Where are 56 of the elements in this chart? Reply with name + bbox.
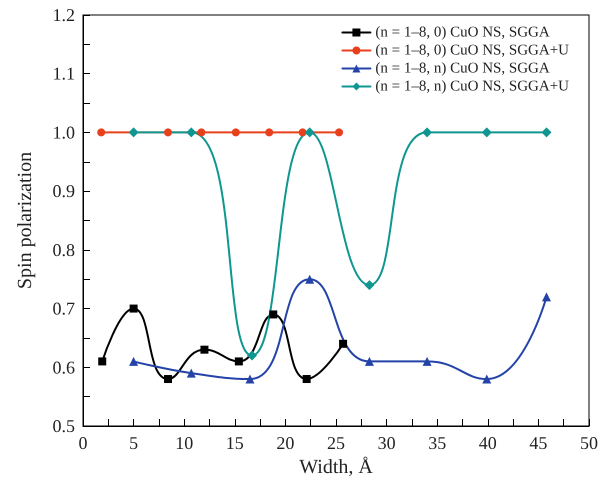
- x-tick-label: 30: [378, 433, 396, 453]
- y-tick-label: 0.6: [52, 357, 75, 378]
- x-tick-label: 15: [226, 433, 244, 453]
- point: [234, 357, 243, 366]
- point: [335, 128, 344, 136]
- y-tick-label: 0.5: [52, 416, 75, 436]
- y-tick-label: 1.0: [52, 122, 75, 142]
- y-axis-title: Spin polarization: [14, 152, 36, 290]
- point: [232, 128, 240, 136]
- point: [304, 127, 315, 138]
- point: [186, 368, 196, 378]
- point: [197, 128, 206, 136]
- point: [269, 310, 278, 318]
- x-tick-label: 0: [78, 433, 88, 453]
- point: [97, 128, 106, 136]
- x-tick-label: 35: [428, 433, 446, 453]
- x-tick-label: 45: [529, 433, 548, 453]
- x-tick-label: 25: [327, 433, 345, 453]
- legend-label: (n = 1–8, n) CuO NS, SGGA: [375, 60, 550, 76]
- point: [129, 356, 138, 366]
- point: [98, 357, 106, 366]
- point: [265, 128, 274, 136]
- y-tick-label: 1.2: [52, 5, 75, 25]
- point: [247, 350, 258, 361]
- y-tick-label: 1.1: [52, 64, 75, 84]
- point: [542, 292, 551, 302]
- point: [364, 280, 374, 290]
- y-tick-label: 0.8: [52, 240, 75, 260]
- point: [422, 127, 432, 138]
- x-tick-label: 5: [129, 433, 138, 453]
- point: [128, 127, 139, 138]
- point: [302, 375, 311, 384]
- y-tick-label: 0.7: [52, 298, 75, 319]
- point: [164, 375, 172, 384]
- point: [482, 127, 492, 138]
- point: [482, 374, 492, 384]
- point: [130, 304, 138, 313]
- point: [186, 127, 196, 138]
- point: [364, 356, 374, 366]
- x-tick-label: 20: [276, 433, 294, 453]
- legend-label: (n = 1–8, n) CuO NS, SGGA+U: [375, 78, 570, 94]
- point: [422, 356, 432, 366]
- legend-label: (n = 1–8, 0) CuO NS, SGGA: [375, 24, 550, 40]
- y-tick-label: 0.9: [52, 181, 75, 202]
- x-tick-label: 10: [175, 433, 194, 453]
- point: [305, 274, 314, 284]
- x-tick-label: 40: [478, 433, 497, 453]
- point: [541, 127, 552, 138]
- point: [164, 128, 172, 136]
- point: [339, 340, 348, 348]
- x-tick-label: 50: [580, 433, 598, 453]
- x-axis-title: Width, Å: [299, 456, 374, 478]
- point: [200, 346, 208, 354]
- legend-label: (n = 1–8, 0) CuO NS, SGGA+U: [375, 42, 570, 58]
- point: [298, 128, 307, 136]
- point: [245, 374, 254, 384]
